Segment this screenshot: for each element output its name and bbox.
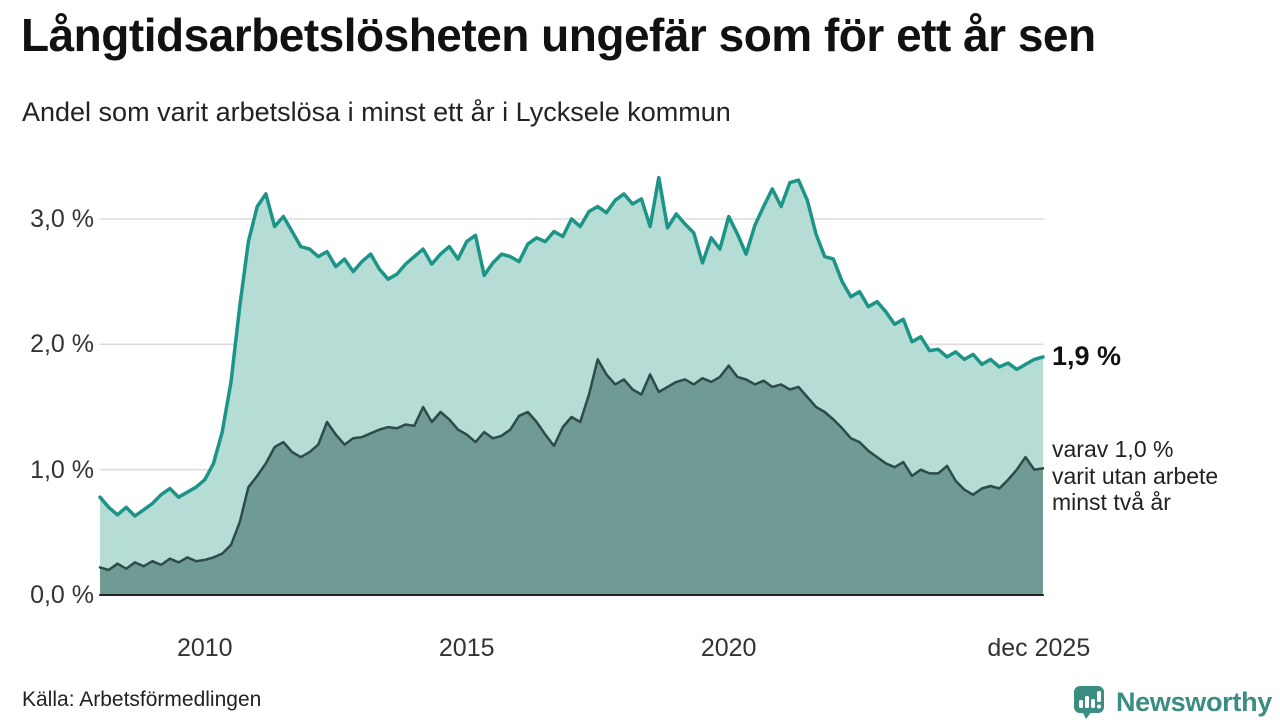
annotation-line: varav 1,0 % [1052,436,1174,462]
brand-logo: Newsworthy [1072,684,1272,720]
brand-name: Newsworthy [1115,686,1272,717]
x-tick-label: 2020 [700,634,757,662]
page-subtitle: Andel som varit arbetslösa i minst ett å… [22,97,731,127]
x-tick-label: dec 2025 [987,634,1091,662]
y-tick-label: 3,0 % [30,205,94,233]
page-title: Långtidsarbetslösheten ungefär som för e… [21,9,1096,61]
series2-annotation: varav 1,0 % varit utan arbete minst två … [1052,436,1218,516]
source-caption: Källa: Arbetsförmedlingen [22,688,262,711]
x-tick-label: 2010 [176,634,233,662]
annotation-line: varit utan arbete [1052,462,1219,489]
y-tick-label: 2,0 % [30,330,94,359]
newsworthy-icon [1073,686,1104,719]
annotation-line: minst två år [1052,489,1171,515]
y-tick-label: 1,0 % [30,455,94,484]
series-end-value-label: 1,9 % [1052,340,1122,371]
x-tick-label: 2015 [438,634,495,662]
y-tick-label: 0,0 % [30,581,94,609]
